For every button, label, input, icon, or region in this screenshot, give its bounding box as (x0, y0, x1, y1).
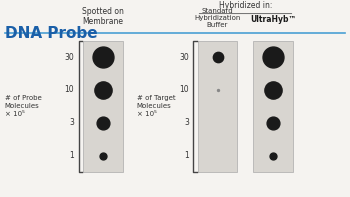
Text: 3: 3 (184, 118, 189, 127)
Point (270, 56, 276, 59)
Text: 30: 30 (64, 53, 74, 62)
Point (270, 88, 276, 92)
Text: # of Target
Molecules
× 10⁵: # of Target Molecules × 10⁵ (137, 95, 175, 117)
Point (100, 121, 106, 124)
Text: 1: 1 (184, 151, 189, 160)
Text: 3: 3 (69, 118, 74, 127)
Point (270, 154, 276, 157)
Text: # of Probe
Molecules
× 10⁵: # of Probe Molecules × 10⁵ (5, 95, 42, 117)
Point (100, 88, 106, 92)
Text: Spotted on
Membrane: Spotted on Membrane (82, 7, 124, 26)
FancyBboxPatch shape (253, 41, 293, 172)
Text: Standard
Hybridization
Buffer: Standard Hybridization Buffer (194, 8, 241, 28)
Text: 30: 30 (179, 53, 189, 62)
FancyBboxPatch shape (197, 41, 238, 172)
Text: UltraHyb™: UltraHyb™ (250, 15, 296, 24)
Text: 10: 10 (65, 85, 74, 94)
Point (100, 56, 106, 59)
Point (215, 56, 220, 59)
Point (100, 154, 106, 157)
Point (270, 121, 276, 124)
FancyBboxPatch shape (83, 41, 123, 172)
Text: 1: 1 (70, 151, 74, 160)
Text: Hybridized in:: Hybridized in: (219, 1, 272, 10)
Text: DNA Probe: DNA Probe (5, 26, 98, 41)
Text: 10: 10 (179, 85, 189, 94)
Point (215, 88, 220, 92)
